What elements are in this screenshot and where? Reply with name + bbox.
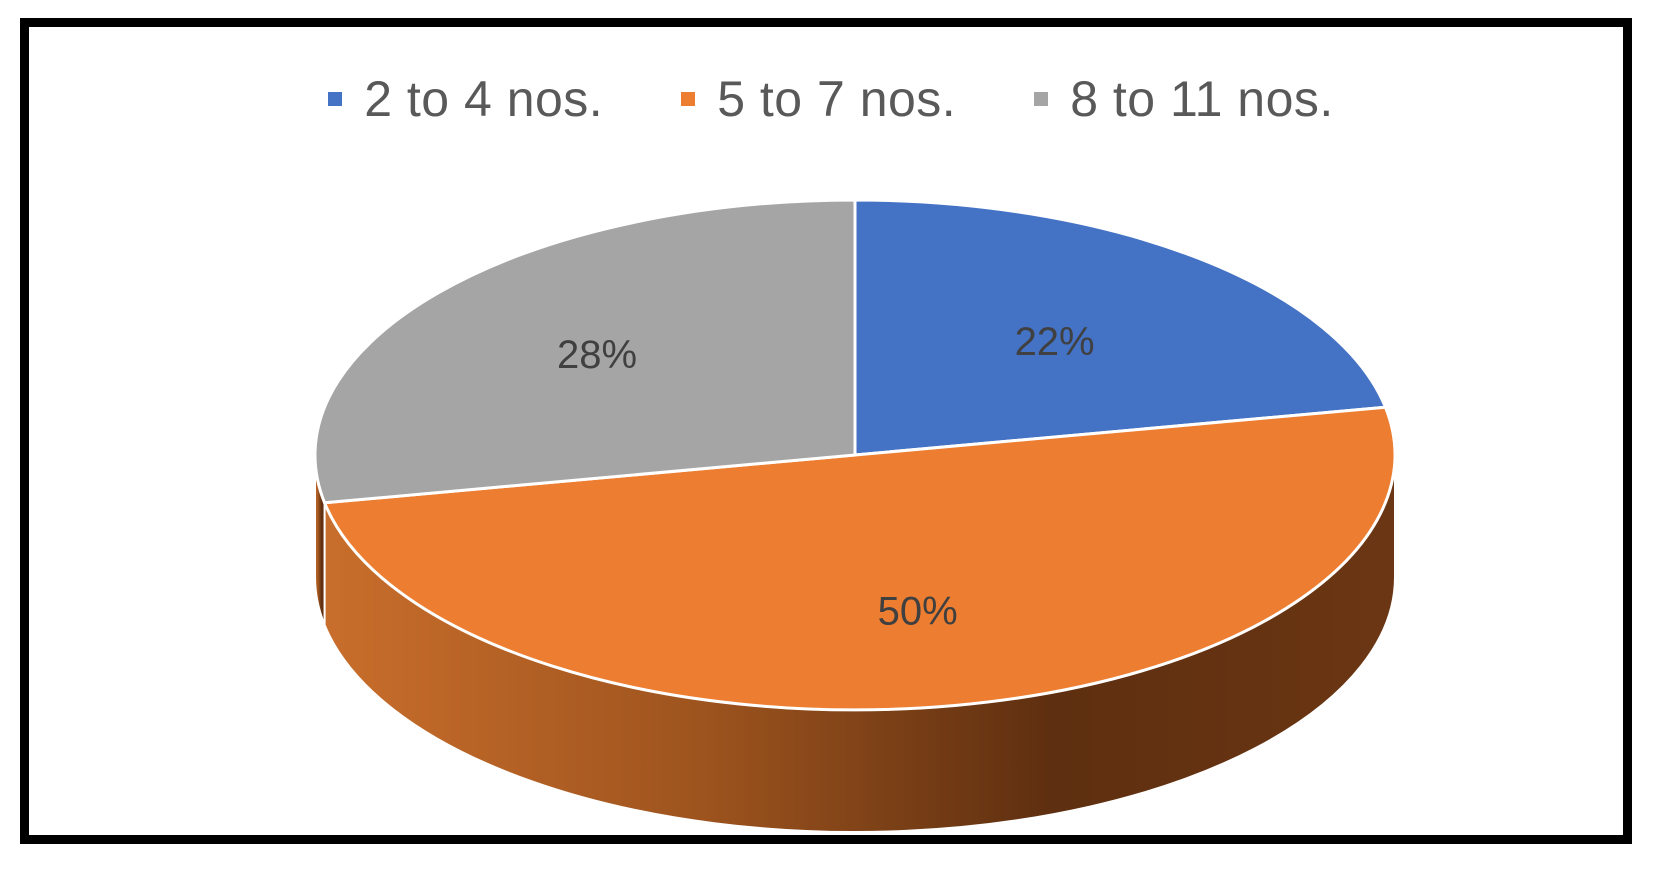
data-label-8-to-11-nos: 28%: [557, 333, 637, 377]
legend-label-8-to-11: 8 to 11 nos.: [1070, 71, 1334, 127]
pie-slice-8-to-11-nos: [313, 198, 857, 505]
legend-swatch-5-to-7: [681, 92, 696, 106]
pie-slice-5-to-7-nos: [323, 405, 1397, 712]
legend-item-8-to-11: 8 to 11 nos.: [1034, 70, 1334, 128]
legend-swatch-8-to-11: [1034, 92, 1049, 106]
legend-label-5-to-7: 5 to 7 nos.: [717, 71, 957, 127]
legend-item-5-to-7: 5 to 7 nos.: [681, 70, 956, 128]
legend-item-2-to-4: 2 to 4 nos.: [328, 70, 603, 128]
legend-swatch-2-to-4: [328, 92, 343, 106]
data-label-5-to-7-nos: 50%: [878, 589, 958, 633]
pie-slice-2-to-4-nos: [853, 198, 1387, 457]
data-label-2-to-4-nos: 22%: [1015, 320, 1095, 364]
legend-label-2-to-4: 2 to 4 nos.: [364, 71, 604, 127]
legend: 2 to 4 nos. 5 to 7 nos. 8 to 11 nos.: [0, 70, 1662, 128]
